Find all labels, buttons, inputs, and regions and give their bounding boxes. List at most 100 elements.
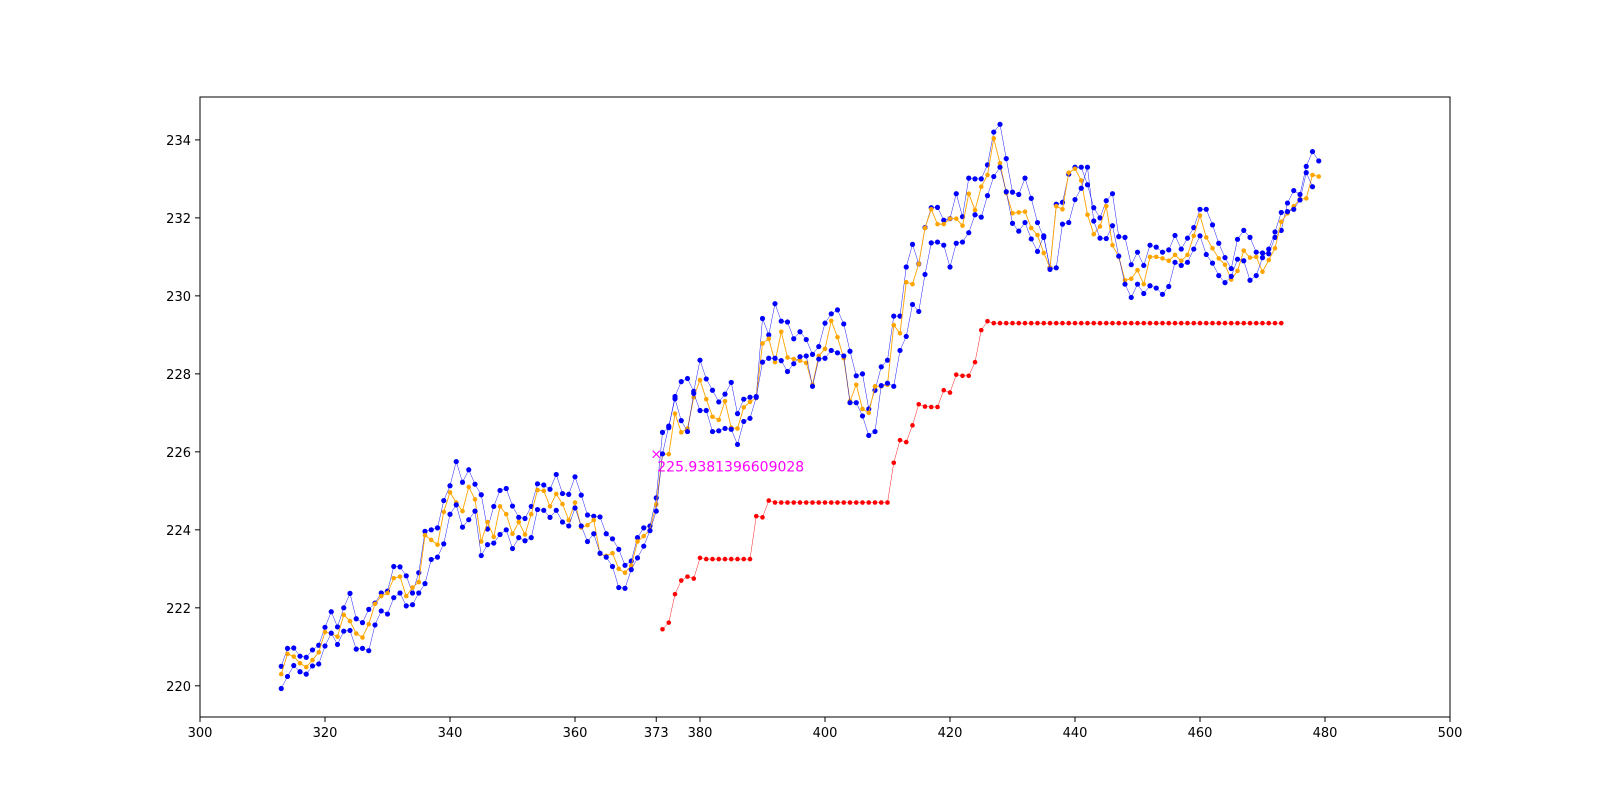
data-point-lower xyxy=(322,643,328,649)
data-point-close xyxy=(378,593,384,599)
data-point-upper xyxy=(1309,148,1316,155)
data-point-close xyxy=(510,531,515,537)
data-point-lower xyxy=(516,535,522,541)
data-point-close xyxy=(1235,268,1240,274)
data-point-stop xyxy=(728,556,734,562)
data-point-close xyxy=(703,396,709,402)
data-point-lower xyxy=(534,506,541,513)
data-point-lower xyxy=(922,271,928,278)
data-point-lower xyxy=(722,425,728,432)
data-point-upper xyxy=(891,313,897,319)
data-point-upper xyxy=(1259,250,1266,256)
data-point-stop xyxy=(691,576,697,581)
data-point-upper xyxy=(334,624,341,630)
data-point-upper xyxy=(1197,206,1203,212)
data-point-upper xyxy=(697,357,703,363)
data-point-lower xyxy=(509,545,516,552)
data-point-upper xyxy=(747,394,753,400)
data-point-close xyxy=(478,539,484,544)
data-point-upper xyxy=(491,503,497,510)
data-point-upper xyxy=(341,605,347,611)
data-point-upper xyxy=(591,513,597,519)
data-point-lower xyxy=(784,368,791,375)
data-point-lower xyxy=(1178,262,1184,269)
data-point-stop xyxy=(1060,320,1065,326)
data-point-lower xyxy=(1172,259,1178,265)
data-point-upper xyxy=(778,318,784,324)
data-point-upper xyxy=(1159,249,1166,255)
data-point-lower xyxy=(897,347,903,354)
y-tick-label: 222 xyxy=(166,602,191,617)
data-point-close xyxy=(1135,267,1140,273)
data-point-lower xyxy=(847,400,853,406)
data-point-stop xyxy=(866,500,872,505)
data-point-stop xyxy=(1097,320,1103,326)
data-point-lower xyxy=(809,383,816,389)
data-point-lower xyxy=(672,396,678,402)
data-point-lower xyxy=(934,239,941,245)
data-point-upper xyxy=(1191,225,1197,231)
data-point-lower xyxy=(297,669,303,675)
data-point-stop xyxy=(1028,320,1034,326)
data-point-stop xyxy=(966,373,972,379)
data-point-close xyxy=(1166,258,1172,264)
data-point-lower xyxy=(1084,164,1091,170)
data-point-stop xyxy=(1072,320,1078,326)
data-point-upper xyxy=(1084,182,1091,188)
data-point-stop xyxy=(1103,320,1109,326)
data-point-upper xyxy=(841,321,847,327)
data-point-lower xyxy=(416,590,422,596)
data-point-stop xyxy=(1160,320,1165,326)
data-point-stop xyxy=(703,556,709,562)
data-point-upper xyxy=(734,411,741,417)
data-point-lower xyxy=(528,535,534,541)
data-point-lower xyxy=(741,418,747,425)
data-point-upper xyxy=(391,563,397,570)
data-point-lower xyxy=(616,584,622,591)
data-point-close xyxy=(316,649,322,655)
data-point-lower xyxy=(891,383,897,389)
data-point-lower xyxy=(466,517,472,523)
data-point-upper xyxy=(1216,240,1222,246)
data-point-lower xyxy=(1284,209,1291,215)
data-point-close xyxy=(635,539,640,544)
data-point-stop xyxy=(1278,320,1284,326)
data-point-close xyxy=(491,534,497,540)
data-point-close xyxy=(472,497,478,502)
data-point-stop xyxy=(960,373,965,379)
data-point-lower xyxy=(334,641,341,648)
data-point-close xyxy=(466,484,472,490)
data-point-close xyxy=(516,519,522,525)
data-point-upper xyxy=(884,357,891,363)
data-point-close xyxy=(797,358,803,363)
data-point-stop xyxy=(1041,320,1047,326)
data-point-stop xyxy=(1091,320,1097,326)
data-point-upper xyxy=(447,483,453,489)
data-point-upper xyxy=(1228,265,1234,272)
data-point-lower xyxy=(284,673,291,680)
data-point-upper xyxy=(722,391,728,397)
data-point-lower xyxy=(1097,235,1103,241)
data-point-upper xyxy=(459,479,466,485)
data-point-upper xyxy=(478,492,484,498)
data-point-upper xyxy=(847,348,853,354)
x-tick-label: 340 xyxy=(438,726,463,741)
data-point-upper xyxy=(1209,222,1216,228)
data-point-close xyxy=(1197,213,1203,218)
data-point-lower xyxy=(422,581,428,587)
data-point-stop xyxy=(941,387,947,393)
data-point-lower xyxy=(472,508,478,514)
data-point-upper xyxy=(822,320,828,326)
data-point-lower xyxy=(1153,285,1159,291)
data-point-close xyxy=(1172,252,1178,258)
data-point-lower xyxy=(953,240,959,246)
data-point-lower xyxy=(1247,277,1253,283)
data-point-upper xyxy=(784,319,791,325)
data-point-upper xyxy=(578,492,584,498)
data-point-close xyxy=(1272,246,1278,251)
data-point-lower xyxy=(366,648,372,654)
data-point-lower xyxy=(828,347,834,354)
data-point-upper xyxy=(597,514,603,520)
data-point-close xyxy=(897,331,903,336)
y-tick-label: 220 xyxy=(166,680,191,695)
